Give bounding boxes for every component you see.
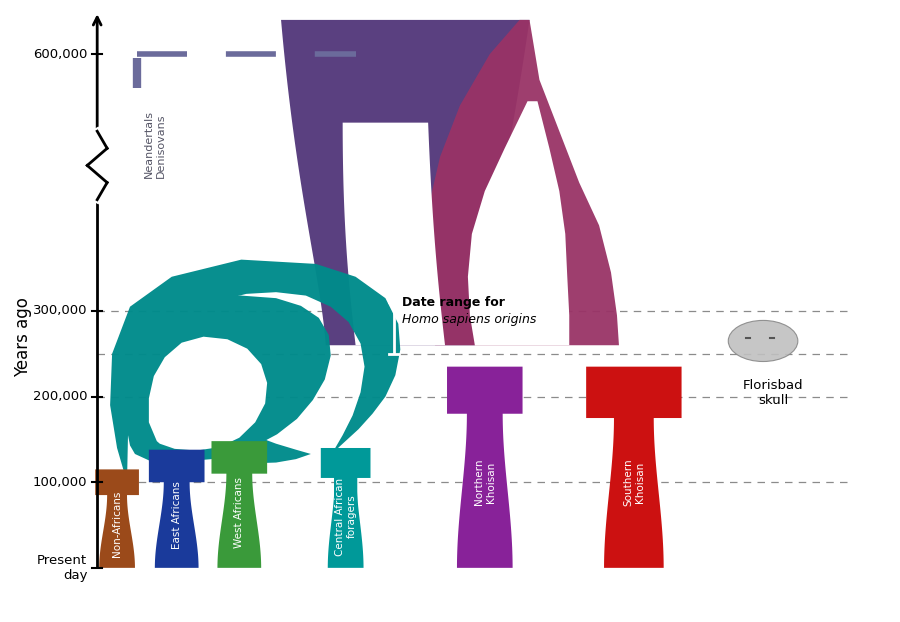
Text: Central African
foragers: Central African foragers	[335, 478, 356, 555]
Text: 600,000: 600,000	[33, 48, 87, 61]
Polygon shape	[320, 448, 371, 568]
Text: Present
day: Present day	[37, 554, 87, 582]
Text: West Africans: West Africans	[234, 476, 244, 548]
Polygon shape	[95, 470, 139, 568]
Polygon shape	[425, 20, 619, 345]
Polygon shape	[110, 259, 400, 482]
Text: Neandertals
Denisovans: Neandertals Denisovans	[144, 110, 166, 178]
Polygon shape	[148, 337, 267, 450]
Text: 100,000: 100,000	[32, 476, 87, 489]
Text: Years ago: Years ago	[14, 297, 32, 377]
Polygon shape	[148, 450, 204, 568]
Polygon shape	[212, 441, 267, 568]
Text: Non-Africans: Non-Africans	[112, 490, 122, 557]
Polygon shape	[586, 366, 681, 568]
Text: Homo sapiens origins: Homo sapiens origins	[402, 313, 536, 326]
Text: 200,000: 200,000	[32, 390, 87, 403]
Text: East Africans: East Africans	[172, 481, 182, 549]
Text: Southern
Khoisan: Southern Khoisan	[623, 458, 644, 506]
Polygon shape	[447, 366, 523, 568]
Text: Northern
Khoisan: Northern Khoisan	[474, 459, 496, 506]
Text: Date range for: Date range for	[402, 296, 505, 309]
Text: Florisbad
skull: Florisbad skull	[742, 379, 804, 407]
Polygon shape	[281, 20, 529, 345]
Ellipse shape	[728, 320, 797, 361]
Polygon shape	[468, 101, 570, 345]
Polygon shape	[343, 123, 445, 345]
Text: 300,000: 300,000	[32, 305, 87, 317]
